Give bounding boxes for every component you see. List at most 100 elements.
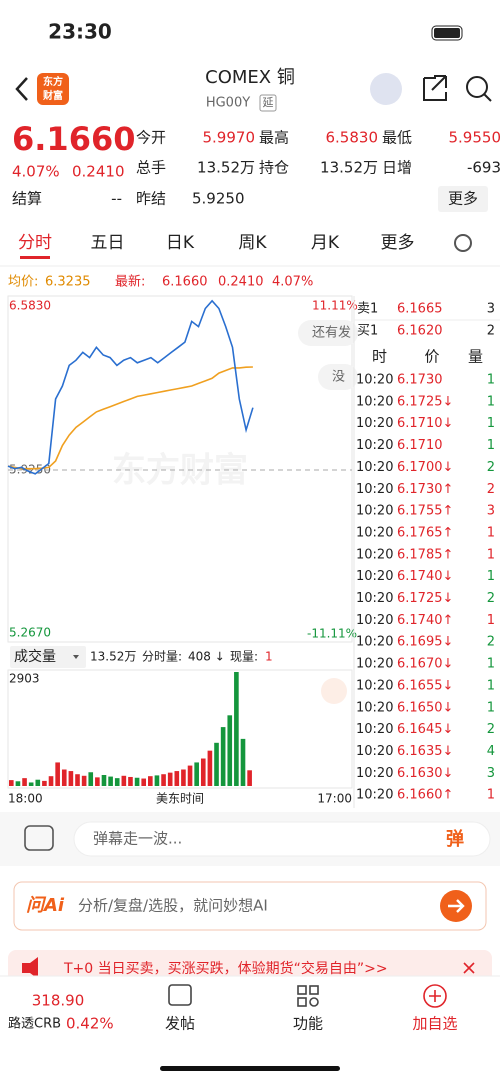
volume-bar [247,770,252,786]
volume-bar [200,758,206,786]
now-volume: 1 [265,650,273,664]
latest-pct: 4.07% [272,275,313,290]
trade-time: 10:20 [356,744,393,759]
trade-time: 10:20 [356,678,393,693]
price: 6.1660 [12,120,135,158]
ai-prompt[interactable]: 分析/复盘/选股，就问妙想AI [78,897,268,915]
quote-value: 5.9550 [449,129,500,147]
add-icon [429,990,441,1002]
trade-price: 6.1695↓ [397,635,453,650]
index-pct[interactable]: 0.42% [66,1015,114,1033]
nav-item[interactable]: 发帖 [165,1015,195,1033]
volume-bar [42,780,47,786]
y-tick-label: 5.2670 [9,626,51,640]
volume-bar [187,765,193,786]
trade-price: 6.1730 [397,373,443,388]
quote-value: 13.52万 [320,159,378,177]
quote-value: 5.9970 [203,129,256,147]
trade-price: 6.1710 [397,438,443,453]
trade-price: 6.1630↓ [397,766,453,781]
more-label[interactable]: 更多 [448,190,478,208]
trade-price: 6.1785↑ [397,547,453,562]
volume-bar [28,782,34,786]
logo [37,73,69,105]
close-icon[interactable] [463,962,475,974]
trade-volume: 1 [487,394,495,409]
assistant-icon[interactable] [370,73,402,105]
volume-label[interactable]: 成交量 [14,648,56,665]
share-icon[interactable] [423,75,447,101]
index-name[interactable]: 路透CRB [8,1016,61,1032]
expand-button[interactable] [321,678,347,704]
tab[interactable]: 日K [166,233,195,253]
clock: 23:30 [48,20,112,44]
trade-price: 6.1730↑ [397,482,453,497]
volume-bar [240,738,246,786]
quote-label: 日增 [382,159,412,177]
volume-bar [154,775,160,786]
trade-volume: 2 [487,635,495,650]
y-tick-label: 2903 [9,672,40,686]
trade-volume: 2 [487,722,495,737]
trade-price: 6.1740↑ [397,613,453,628]
settings-icon[interactable] [454,234,472,252]
avg-label: 均价: [8,275,38,290]
volume-bar [15,781,21,786]
trade-volume: 1 [487,700,495,715]
latest-label: 最新: [115,274,145,290]
quote-label: 最高 [259,129,289,147]
x-label: 18:00 [8,792,43,806]
trade-volume: 1 [487,613,495,628]
horn-icon [22,957,38,979]
tab[interactable]: 月K [311,233,340,253]
quote-label: 最低 [382,129,412,147]
quote-label: 持仓 [259,159,289,177]
post-icon[interactable] [168,984,192,1006]
latest: 6.1660 [162,275,208,290]
volume-bar [214,742,219,786]
danmaku-icon[interactable] [24,825,54,851]
add-icon[interactable] [423,984,447,1008]
comment-input[interactable] [73,821,491,857]
now-label: 现量: [230,650,258,664]
volume-bar [194,762,199,786]
book-label: 卖1 [357,302,378,317]
tab[interactable]: 分时 [18,233,52,253]
volume-bar [61,769,67,786]
function-icon[interactable] [297,985,319,1007]
volume-bar [68,771,74,786]
trade-price: 6.1645↓ [397,722,453,737]
trade-price: 6.1670↓ [397,657,453,672]
trade-price: 6.1635↓ [397,744,453,759]
banner-text[interactable]: T+0 当日买卖，买涨买跌，体验期货“交易自由”>> [63,960,388,977]
trade-price: 6.1725↓ [397,394,453,409]
index-value[interactable]: 318.90 [32,992,85,1010]
bubble [318,364,358,390]
trade-volume: 2 [487,482,495,497]
bubble-text: 还有发 [312,325,351,341]
trade-time: 10:20 [356,547,393,562]
nav-item[interactable]: 加自选 [412,1015,457,1033]
logo-text: 财富 [42,89,63,102]
tab[interactable]: 五日 [91,233,125,253]
volume-selector[interactable] [10,646,86,668]
quote-value: -693 [467,159,500,177]
placeholder[interactable]: 弹幕走一波... [93,830,182,848]
trade-time: 10:20 [356,569,393,584]
trade-volume: 2 [487,591,495,606]
volume-bar [234,672,239,786]
search-icon[interactable] [466,76,488,98]
tab-underline [20,256,50,259]
tab[interactable]: 更多 [381,233,415,253]
tab[interactable]: 周K [238,233,267,253]
logo-text: 东方 [43,75,63,88]
danmaku-button[interactable]: 弹 [446,828,464,850]
volume-bar [108,776,113,786]
back-button[interactable] [15,77,28,101]
search-icon [483,93,492,102]
nav-item[interactable]: 功能 [293,1015,323,1033]
tag: 延 [263,96,274,109]
trade-time: 10:20 [356,460,393,475]
ai-bar[interactable] [13,881,487,931]
more-button[interactable] [438,186,488,212]
